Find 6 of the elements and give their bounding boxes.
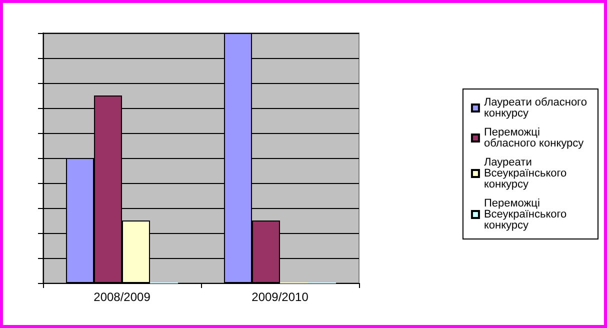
legend-label: Переможці обласного конкурсу	[484, 126, 584, 150]
legend-label: Лауреати Всеукраїнського конкурсу	[484, 156, 570, 190]
legend-label: Лауреати обласного конкурсу	[484, 96, 590, 120]
x-tick-label: 2008/2009	[94, 290, 151, 304]
legend-label: Переможці Всеукраїнського конкурсу	[484, 198, 570, 232]
x-tick-label: 2009/2010	[252, 290, 309, 304]
